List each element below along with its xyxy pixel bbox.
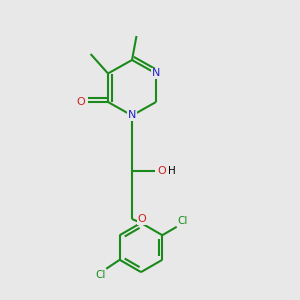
Text: O: O — [157, 166, 166, 176]
Text: N: N — [152, 68, 160, 79]
Text: N: N — [128, 110, 136, 121]
Text: Cl: Cl — [95, 270, 105, 280]
Text: O: O — [137, 214, 146, 224]
Text: O: O — [76, 97, 85, 107]
Text: Cl: Cl — [178, 216, 188, 226]
Text: H: H — [168, 166, 176, 176]
